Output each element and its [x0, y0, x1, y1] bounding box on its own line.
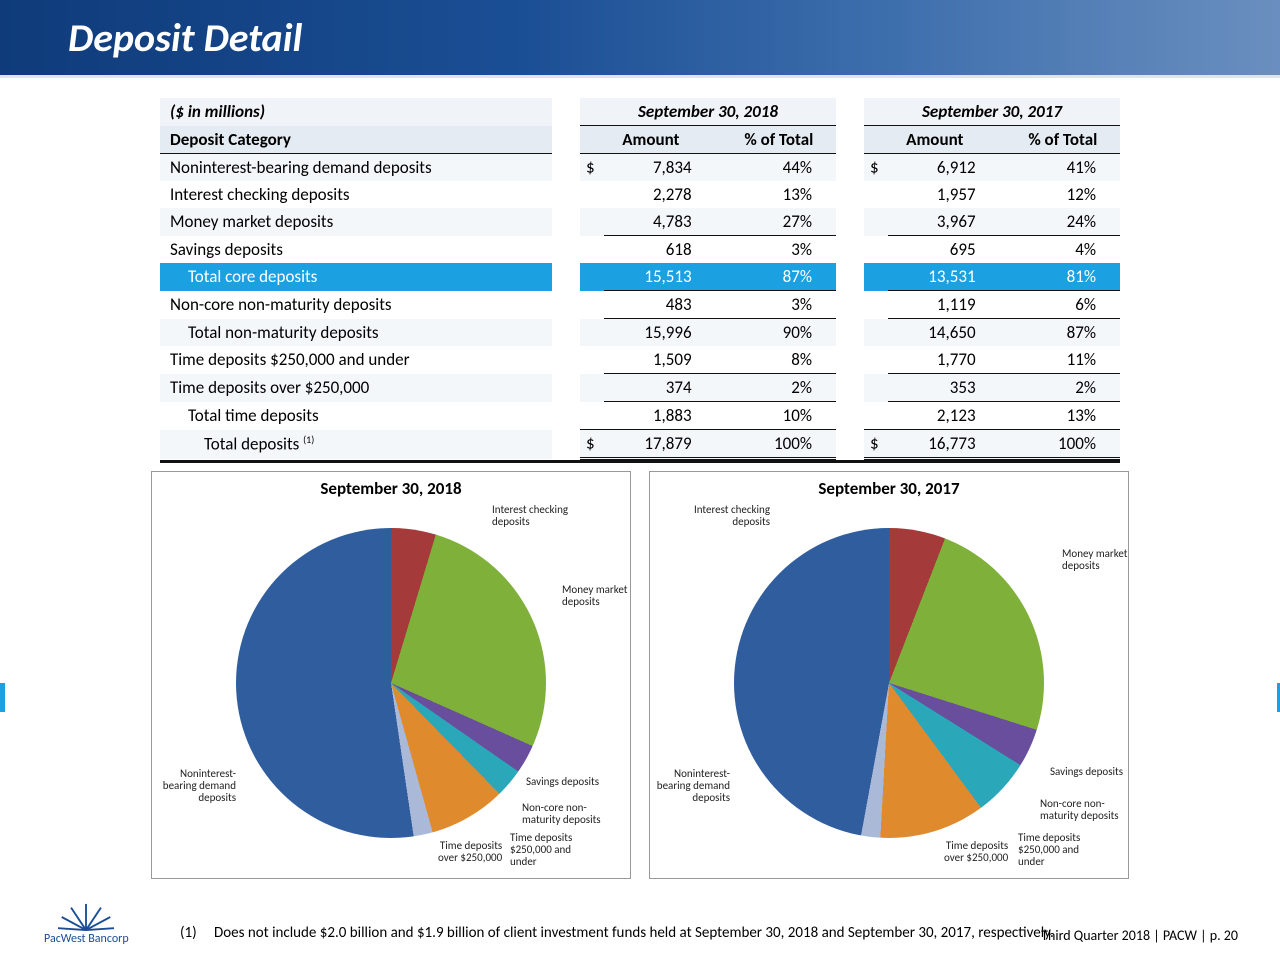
table-row: Non-core non-maturity deposits4833%1,119… — [160, 291, 1120, 319]
page-reference: Third Quarter 2018 | PACW | p. 20 — [1041, 927, 1238, 944]
pie-chart-2018: September 30, 2018 Interest checkingdepo… — [151, 471, 631, 879]
lbl-noncore-2: Non-core non-maturity deposits — [1040, 798, 1119, 822]
table-row: Savings deposits6183%6954% — [160, 236, 1120, 264]
page-title: Deposit Detail — [68, 13, 302, 62]
lbl-money-mkt-2: Money marketdeposits — [1062, 548, 1128, 572]
lbl-time-over: Time depositsover $250,000 — [438, 840, 502, 864]
table-row: Time deposits over $250,0003742%3532% — [160, 374, 1120, 402]
unit-label: ($ in millions) — [160, 98, 552, 126]
period-2018: September 30, 2018 — [580, 98, 836, 126]
table-row: Total core deposits15,51387%13,53181% — [160, 263, 1120, 291]
header-row-periods: ($ in millions) September 30, 2018 Septe… — [160, 98, 1120, 126]
table-row: Total time deposits1,88310%2,12313% — [160, 402, 1120, 430]
lbl-savings-2: Savings deposits — [1050, 766, 1123, 778]
col-category: Deposit Category — [160, 126, 552, 154]
chart-title-2018: September 30, 2018 — [152, 472, 630, 501]
lbl-noncore: Non-core non-maturity deposits — [522, 802, 601, 826]
deposit-table: ($ in millions) September 30, 2018 Septe… — [160, 98, 1120, 463]
lbl-interest-chk-2: Interest checkingdeposits — [684, 504, 770, 528]
chart-title-2017: September 30, 2017 — [650, 472, 1128, 501]
lbl-time-under: Time deposits$250,000 andunder — [510, 832, 572, 868]
footnote-text: Does not include $2.0 billion and $1.9 b… — [214, 924, 1054, 942]
col-amount-2017: Amount — [864, 126, 1006, 154]
col-pct-2017: % of Total — [1006, 126, 1120, 154]
logo-text: PacWest Bancorp — [44, 932, 129, 946]
pie-chart-2017: September 30, 2017 Interest checkingdepo… — [649, 471, 1129, 879]
lbl-interest-chk: Interest checkingdeposits — [492, 504, 568, 528]
lbl-noninterest-2: Noninterest-bearing demanddeposits — [652, 768, 730, 804]
table-row: Time deposits $250,000 and under1,5098%1… — [160, 346, 1120, 374]
table-row: Total non-maturity deposits15,99690%14,6… — [160, 319, 1120, 347]
lbl-time-under-2: Time deposits$250,000 andunder — [1018, 832, 1080, 868]
core-badge-2018: Core: 87% — [0, 683, 5, 712]
table-row: Noninterest-bearing demand deposits$7,83… — [160, 154, 1120, 182]
footnote-num: (1) — [180, 924, 204, 942]
company-logo: PacWest Bancorp — [44, 902, 129, 946]
lbl-time-over-2: Time depositsover $250,000 — [944, 840, 1008, 864]
col-pct-2018: % of Total — [722, 126, 836, 154]
lbl-noninterest: Noninterest-bearing demanddeposits — [158, 768, 236, 804]
table-row: Money market deposits4,78327%3,96724% — [160, 208, 1120, 236]
logo-sunburst-icon — [58, 902, 114, 932]
table-row: Interest checking deposits2,27813%1,9571… — [160, 181, 1120, 208]
table-row: Total deposits (1)$17,879100%$16,773100% — [160, 430, 1120, 459]
period-2017: September 30, 2017 — [864, 98, 1120, 126]
col-amount-2018: Amount — [580, 126, 722, 154]
title-bar: Deposit Detail — [0, 0, 1280, 78]
lbl-money-mkt: Money marketdeposits — [562, 584, 628, 608]
lbl-savings: Savings deposits — [526, 776, 599, 788]
header-row-columns: Deposit Category Amount % of Total Amoun… — [160, 126, 1120, 154]
